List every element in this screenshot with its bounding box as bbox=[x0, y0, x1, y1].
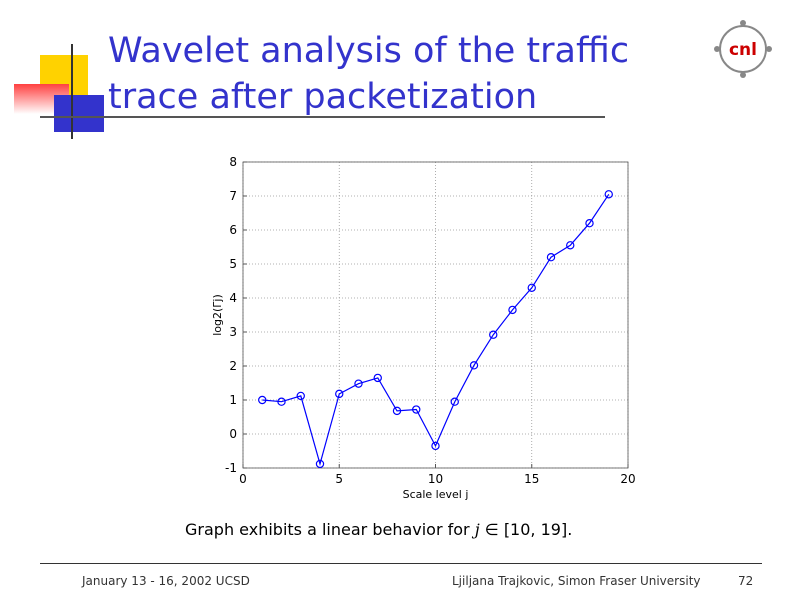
y-tick-label: 2 bbox=[229, 359, 237, 373]
y-tick-label: 8 bbox=[229, 155, 237, 169]
y-tick-label: -1 bbox=[225, 461, 237, 475]
data-point bbox=[412, 405, 421, 414]
y-tick-label: 1 bbox=[229, 393, 237, 407]
series-line bbox=[262, 193, 610, 467]
footer-rule bbox=[40, 563, 762, 564]
y-tick-label: 5 bbox=[229, 257, 237, 271]
x-tick-label: 10 bbox=[428, 472, 443, 486]
y-tick-label: 7 bbox=[229, 189, 237, 203]
caption-variable: j bbox=[474, 520, 480, 539]
deco-vertical-line bbox=[71, 44, 73, 139]
data-point bbox=[335, 389, 344, 399]
caption-range: [10, 19]. bbox=[503, 520, 573, 539]
data-point bbox=[277, 397, 286, 406]
x-tick-label: 0 bbox=[239, 472, 247, 486]
caption-symbol: ∈ bbox=[484, 520, 499, 539]
data-point bbox=[489, 330, 498, 339]
x-tick-label: 5 bbox=[335, 472, 343, 486]
cnl-logo: cnl bbox=[714, 20, 772, 78]
series-points bbox=[258, 190, 613, 469]
data-point bbox=[373, 373, 382, 383]
axes bbox=[242, 161, 629, 469]
footer-author: Ljiljana Trajkovic, Simon Fraser Univers… bbox=[452, 574, 701, 588]
data-point bbox=[354, 379, 363, 388]
data-point bbox=[296, 391, 305, 401]
y-axis-label: log2(Γj) bbox=[211, 294, 224, 336]
data-point bbox=[258, 395, 267, 405]
title-line-1: Wavelet analysis of the traffic bbox=[108, 31, 630, 71]
slide-title: Wavelet analysis of the traffic trace af… bbox=[108, 28, 668, 120]
x-axis-label: Scale level j bbox=[403, 488, 469, 501]
y-tick-label: 6 bbox=[229, 223, 237, 237]
series-path bbox=[262, 193, 610, 467]
deco-blue-square bbox=[54, 95, 104, 132]
title-line-2: trace after packetization bbox=[108, 77, 538, 117]
logo-text: cnl bbox=[729, 40, 757, 60]
data-point bbox=[604, 190, 613, 199]
footer-date: January 13 - 16, 2002 UCSD bbox=[82, 574, 250, 588]
data-point bbox=[392, 406, 402, 416]
data-point bbox=[450, 397, 459, 406]
data-point bbox=[431, 441, 440, 451]
data-point bbox=[527, 283, 536, 292]
x-tick-label: 20 bbox=[620, 472, 635, 486]
data-point bbox=[469, 361, 479, 370]
data-point bbox=[546, 252, 556, 262]
data-point bbox=[566, 241, 575, 250]
y-tick-label: 3 bbox=[229, 325, 237, 339]
data-point bbox=[585, 218, 594, 228]
caption: Graph exhibits a linear behavior for j ∈… bbox=[185, 520, 572, 539]
grid bbox=[242, 161, 629, 469]
data-point bbox=[508, 305, 517, 315]
y-tick-label: 0 bbox=[229, 427, 237, 441]
caption-prefix: Graph exhibits a linear behavior for bbox=[185, 520, 475, 539]
footer-page-number: 72 bbox=[738, 574, 754, 588]
x-tick-label: 15 bbox=[524, 472, 539, 486]
data-point bbox=[315, 459, 325, 469]
y-tick-label: 4 bbox=[229, 291, 237, 305]
title-rule bbox=[40, 116, 605, 118]
